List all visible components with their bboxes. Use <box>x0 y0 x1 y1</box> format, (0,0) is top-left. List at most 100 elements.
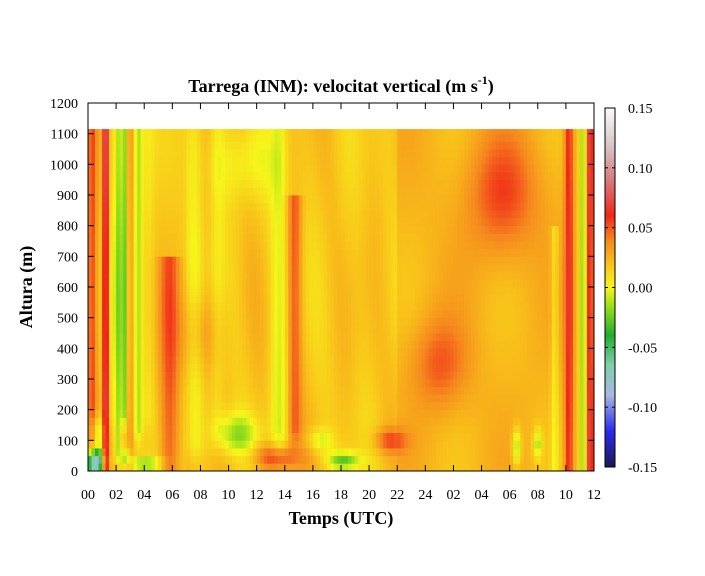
heatmap-cell <box>137 279 142 288</box>
heatmap-cell <box>439 317 444 326</box>
heatmap-cell <box>130 241 135 250</box>
heatmap-cell <box>172 340 177 349</box>
heatmap-cell <box>119 264 124 273</box>
heatmap-cell <box>460 310 465 319</box>
heatmap-cell <box>467 317 472 326</box>
heatmap-cell <box>383 187 388 196</box>
heatmap-cell <box>235 402 240 411</box>
heatmap-cell <box>309 386 314 395</box>
heatmap-cell <box>369 432 374 441</box>
heatmap-cell <box>193 455 198 464</box>
heatmap-cell <box>161 264 166 273</box>
heatmap-cell <box>116 248 121 257</box>
heatmap-cell <box>123 264 128 273</box>
heatmap-cell <box>126 363 131 372</box>
heatmap-cell <box>140 233 145 242</box>
heatmap-cell <box>182 371 187 380</box>
heatmap-cell <box>161 294 166 303</box>
heatmap-cell <box>404 218 409 227</box>
heatmap-cell <box>453 463 458 472</box>
heatmap-cell <box>193 256 198 265</box>
heatmap-cell <box>221 271 226 280</box>
heatmap-cell <box>88 287 92 296</box>
heatmap-cell <box>439 248 444 257</box>
heatmap-cell <box>418 463 423 472</box>
heatmap-cell <box>305 317 310 326</box>
heatmap-cell <box>393 241 398 250</box>
heatmap-cell <box>383 279 388 288</box>
heatmap-cell <box>411 310 416 319</box>
heatmap-cell <box>214 264 219 273</box>
heatmap-cell <box>186 241 191 250</box>
heatmap-cell <box>221 179 226 188</box>
heatmap-cell <box>330 271 335 280</box>
heatmap-cell <box>298 141 303 150</box>
heatmap-cell <box>404 256 409 265</box>
heatmap-cell <box>376 225 381 234</box>
heatmap-cell <box>393 164 398 173</box>
heatmap-cell <box>158 417 163 426</box>
heatmap-cell <box>291 363 296 372</box>
heatmap-cell <box>344 210 349 219</box>
heatmap-cell <box>95 179 99 188</box>
heatmap-cell <box>330 363 335 372</box>
heatmap-cell <box>91 256 96 265</box>
heatmap-cell <box>326 432 331 441</box>
heatmap-cell <box>442 156 447 165</box>
heatmap-cell <box>218 432 222 441</box>
heatmap-cell <box>207 195 212 204</box>
heatmap-cell <box>186 348 191 357</box>
heatmap-cell <box>449 340 454 349</box>
heatmap-cell <box>432 256 437 265</box>
heatmap-cell <box>351 432 356 441</box>
heatmap-cell <box>312 264 317 273</box>
heatmap-cell <box>432 310 437 319</box>
heatmap-cell <box>456 402 461 411</box>
heatmap-cell <box>288 172 293 181</box>
heatmap-cell <box>225 129 229 135</box>
heatmap-cell <box>418 440 423 449</box>
heatmap-cell <box>228 310 233 319</box>
heatmap-cell <box>344 202 349 211</box>
heatmap-cell <box>88 409 92 418</box>
heatmap-cell <box>253 409 258 418</box>
heatmap-cell <box>207 264 212 273</box>
heatmap-cell <box>397 348 402 357</box>
heatmap-cell <box>267 317 272 326</box>
heatmap-cell <box>330 340 335 349</box>
heatmap-cell <box>397 310 402 319</box>
heatmap-cell <box>144 202 149 211</box>
heatmap-cell <box>351 310 356 319</box>
heatmap-cell <box>235 248 240 257</box>
heatmap-cell <box>407 264 412 273</box>
heatmap-cell <box>109 271 113 280</box>
heatmap-cell <box>397 218 402 227</box>
heatmap-cell <box>411 325 416 334</box>
heatmap-cell <box>344 440 349 449</box>
heatmap-cell <box>172 248 177 257</box>
heatmap-cell <box>383 156 388 165</box>
heatmap-cell <box>460 371 465 380</box>
heatmap-cell <box>249 202 254 211</box>
heatmap-cell <box>418 425 423 434</box>
heatmap-cell <box>330 310 335 319</box>
heatmap-cell <box>140 463 145 472</box>
heatmap-cell <box>133 371 138 380</box>
heatmap-cell <box>123 149 128 158</box>
heatmap-cell <box>442 386 447 395</box>
heatmap-cell <box>263 210 268 219</box>
heatmap-cell <box>288 179 293 188</box>
heatmap-cell <box>414 156 419 165</box>
heatmap-cell <box>203 225 208 234</box>
heatmap-cell <box>298 218 303 227</box>
heatmap-cell <box>400 241 405 250</box>
heatmap-cell <box>235 448 240 457</box>
heatmap-cell <box>309 141 314 150</box>
heatmap-cell <box>319 363 324 372</box>
heatmap-cell <box>242 294 247 303</box>
heatmap-cell <box>260 425 265 434</box>
heatmap-cell <box>463 425 468 434</box>
heatmap-cell <box>130 440 135 449</box>
heatmap-cell <box>302 271 307 280</box>
heatmap-cell <box>291 455 296 464</box>
